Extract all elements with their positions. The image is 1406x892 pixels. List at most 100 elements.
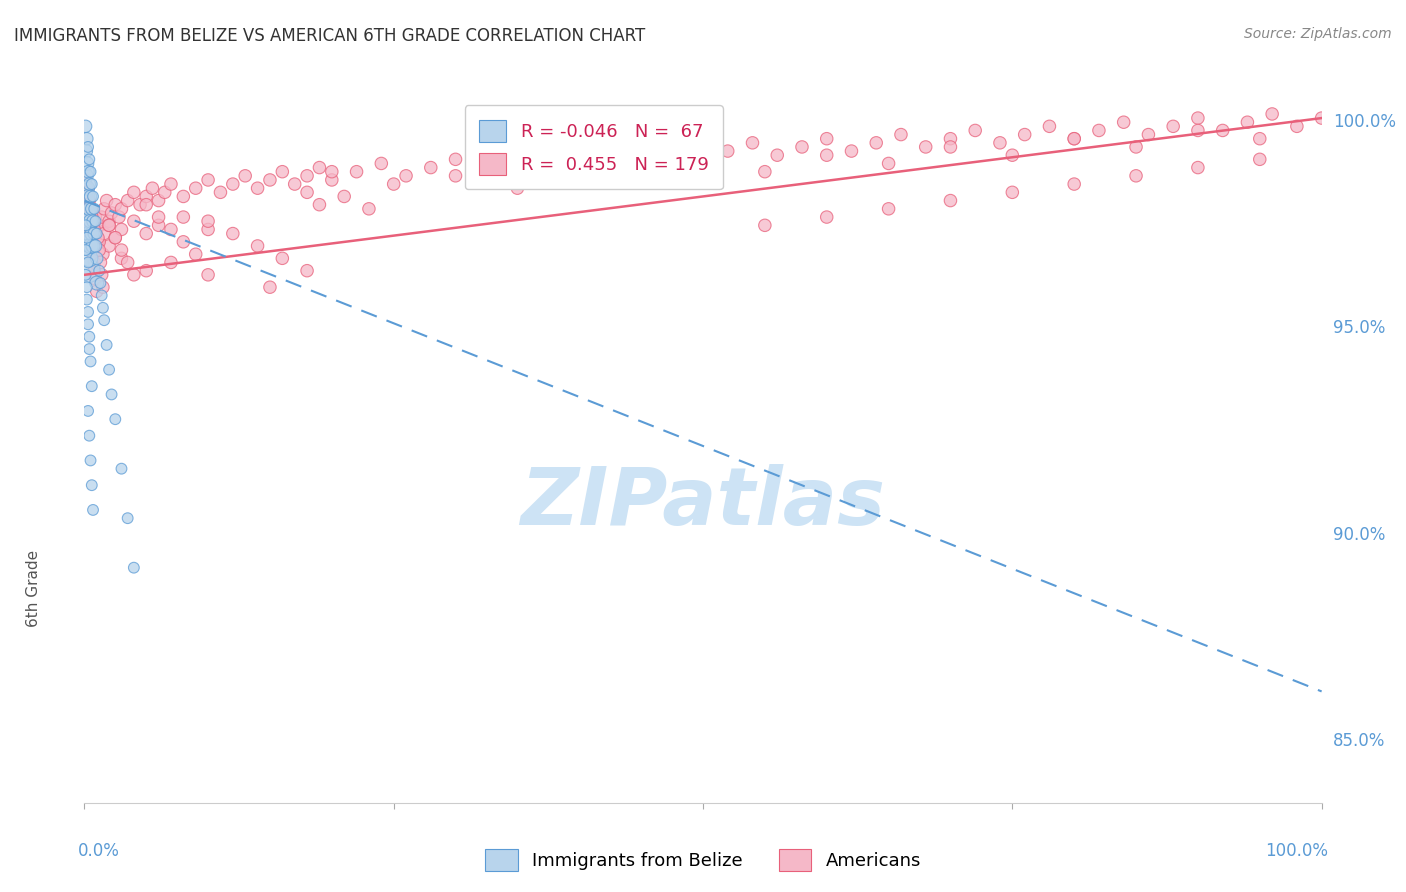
Point xyxy=(89,263,111,277)
Point xyxy=(80,227,103,241)
Point xyxy=(83,227,105,241)
Point xyxy=(357,202,380,216)
Point xyxy=(271,164,294,178)
Point xyxy=(444,169,467,183)
Point xyxy=(82,243,104,257)
Point xyxy=(506,181,529,195)
Point xyxy=(100,206,122,220)
Point xyxy=(86,276,108,290)
Point xyxy=(939,140,962,154)
Point xyxy=(1187,123,1209,137)
Point xyxy=(1285,120,1308,134)
Point xyxy=(90,268,112,282)
Point xyxy=(1001,186,1024,200)
Point xyxy=(77,263,100,277)
Point xyxy=(1088,123,1111,137)
Point xyxy=(79,222,101,236)
Point xyxy=(1063,177,1085,191)
Point xyxy=(76,230,98,244)
Point xyxy=(988,136,1011,150)
Point xyxy=(1212,123,1234,137)
Point xyxy=(370,156,392,170)
Text: 100.0%: 100.0% xyxy=(1265,842,1327,860)
Point xyxy=(79,219,101,233)
Point xyxy=(100,387,122,401)
Text: 85.0%: 85.0% xyxy=(1333,732,1385,750)
Point xyxy=(84,268,107,282)
Text: 95.0%: 95.0% xyxy=(1333,319,1385,337)
Point xyxy=(815,210,838,224)
Point xyxy=(90,288,112,302)
Point xyxy=(122,186,145,200)
Point xyxy=(82,189,104,203)
Point xyxy=(79,206,101,220)
Point xyxy=(1112,115,1135,129)
Point xyxy=(197,214,219,228)
Point xyxy=(83,219,105,233)
Point xyxy=(77,181,100,195)
Point xyxy=(77,255,100,269)
Point xyxy=(86,227,108,241)
Point xyxy=(1187,161,1209,175)
Point xyxy=(82,503,104,517)
Point xyxy=(1261,107,1284,121)
Point xyxy=(79,210,101,224)
Point xyxy=(80,230,103,244)
Point xyxy=(1249,131,1271,145)
Point xyxy=(790,140,813,154)
Point xyxy=(98,219,121,233)
Point xyxy=(80,478,103,492)
Point xyxy=(96,338,118,352)
Point xyxy=(75,173,97,187)
Point xyxy=(79,202,101,216)
Point xyxy=(160,177,183,191)
Point xyxy=(108,210,131,224)
Point xyxy=(815,131,838,145)
Point xyxy=(148,194,170,208)
Point xyxy=(117,255,139,269)
Point xyxy=(79,219,101,233)
Point xyxy=(89,243,111,257)
Point xyxy=(914,140,936,154)
Point xyxy=(77,214,100,228)
Point xyxy=(77,219,100,233)
Point xyxy=(222,177,245,191)
Point xyxy=(79,342,101,356)
Point xyxy=(91,280,114,294)
Point xyxy=(86,252,108,266)
Point xyxy=(395,169,418,183)
Point xyxy=(766,148,789,162)
Point xyxy=(80,235,103,249)
Point xyxy=(82,214,104,228)
Point xyxy=(333,189,356,203)
Point xyxy=(1236,115,1258,129)
Point xyxy=(76,131,98,145)
Point xyxy=(75,268,97,282)
Point xyxy=(1137,128,1160,142)
Point xyxy=(75,243,97,257)
Point xyxy=(76,189,98,203)
Text: IMMIGRANTS FROM BELIZE VS AMERICAN 6TH GRADE CORRELATION CHART: IMMIGRANTS FROM BELIZE VS AMERICAN 6TH G… xyxy=(14,27,645,45)
Point xyxy=(741,136,763,150)
Point xyxy=(79,177,101,191)
Point xyxy=(1161,120,1184,134)
Point xyxy=(82,247,104,261)
Point xyxy=(86,235,108,249)
Point xyxy=(444,153,467,167)
Point xyxy=(939,194,962,208)
Point xyxy=(84,239,107,253)
Point xyxy=(76,181,98,195)
Point xyxy=(76,206,98,220)
Point xyxy=(129,197,152,211)
Point xyxy=(568,153,591,167)
Point xyxy=(79,230,101,244)
Point xyxy=(110,252,132,266)
Point xyxy=(1063,131,1085,145)
Point xyxy=(197,268,219,282)
Point xyxy=(172,235,194,249)
Y-axis label: 6th Grade: 6th Grade xyxy=(27,550,41,627)
Point xyxy=(77,404,100,418)
Point xyxy=(135,197,157,211)
Point xyxy=(470,164,492,178)
Legend: Immigrants from Belize, Americans: Immigrants from Belize, Americans xyxy=(478,842,928,879)
